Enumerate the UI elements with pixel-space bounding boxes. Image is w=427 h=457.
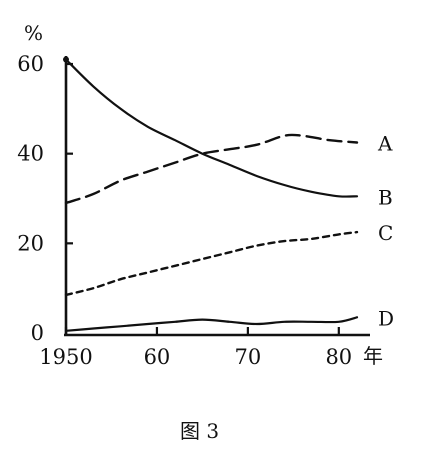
- y-tick-label: 60: [17, 52, 44, 76]
- x-tick-label: 1950: [39, 345, 92, 369]
- series-labels: A BC D: [377, 131, 394, 330]
- y-tick-label: 0: [31, 321, 44, 345]
- series-b-start-point: [63, 56, 69, 63]
- x-tick-label: 60: [144, 345, 171, 369]
- figure-caption: 图 3: [180, 419, 219, 443]
- series-line-c: [64, 230, 359, 297]
- x-tick-label: 70: [235, 345, 262, 369]
- series-label-a: A: [377, 131, 393, 155]
- series-lines: [63, 56, 359, 332]
- y-axis-ticks: 0 20 40 60: [17, 52, 73, 345]
- series-line-a: [64, 133, 359, 205]
- series-line-d: [64, 316, 359, 332]
- x-axis-ticks: 1950 60 70 80: [39, 327, 352, 369]
- chart-axes: [64, 56, 370, 337]
- y-tick-label: 40: [17, 142, 44, 166]
- series-label-d: D: [378, 306, 394, 330]
- series-line-b: [64, 58, 359, 198]
- series-label-b: B: [378, 185, 393, 209]
- x-axis-unit: 年: [363, 344, 383, 368]
- x-tick-label: 80: [325, 345, 352, 369]
- y-axis-unit: %: [24, 21, 43, 45]
- y-tick-label: 20: [17, 231, 44, 255]
- series-label-c: C: [378, 221, 393, 245]
